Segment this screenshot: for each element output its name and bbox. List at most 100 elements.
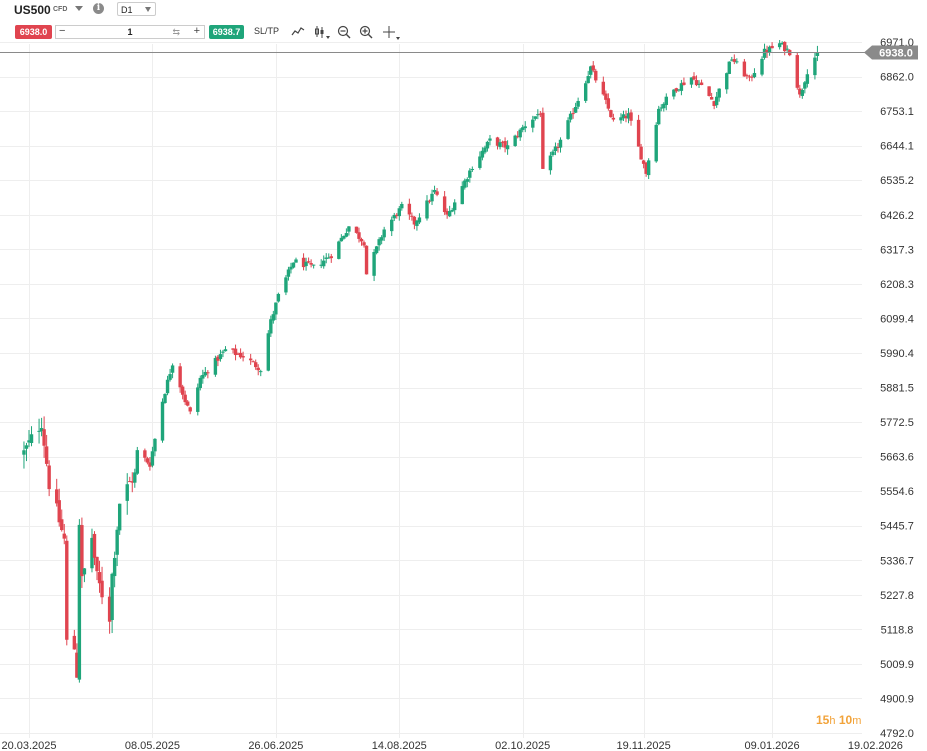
candle-up bbox=[573, 106, 578, 113]
candle-down bbox=[95, 556, 99, 572]
y-tick-label: 5336.7 bbox=[880, 555, 914, 567]
candle-up bbox=[425, 200, 429, 219]
candle-down bbox=[442, 196, 447, 213]
candle-down bbox=[765, 50, 769, 53]
timer-hours: 15 bbox=[816, 713, 830, 727]
candle-down bbox=[609, 110, 613, 118]
quantity-stepper[interactable]: − 1 ⇆ + bbox=[55, 25, 205, 39]
candle-up bbox=[311, 264, 316, 266]
candle-up bbox=[568, 113, 573, 120]
candle-down bbox=[188, 407, 192, 412]
timeframe-select[interactable]: D1 bbox=[117, 2, 156, 16]
timer-minutes: 10 bbox=[838, 713, 853, 727]
current-price-label: 6938.0 bbox=[879, 47, 913, 59]
candle-up bbox=[291, 262, 296, 268]
candle-up bbox=[22, 450, 26, 455]
candle-up bbox=[213, 358, 218, 375]
candle-up bbox=[485, 141, 490, 149]
candle-up bbox=[657, 108, 661, 125]
zoom-out-icon[interactable] bbox=[337, 25, 351, 42]
candle-up bbox=[82, 568, 87, 575]
candle-up bbox=[447, 211, 452, 217]
swap-icon[interactable]: ⇆ bbox=[172, 27, 180, 37]
symbol-dropdown-chevron-icon[interactable] bbox=[75, 6, 83, 11]
symbol-type-tag: CFD bbox=[53, 6, 68, 13]
candle-down bbox=[410, 215, 414, 217]
candle-up bbox=[322, 260, 326, 267]
candle-down bbox=[712, 101, 716, 106]
sell-price-button[interactable]: 6938.0 bbox=[15, 25, 52, 39]
symbol-name[interactable]: US500 bbox=[14, 3, 51, 17]
x-tick-label: 09.01.2026 bbox=[745, 740, 800, 751]
candle-down bbox=[309, 263, 313, 265]
zoom-in-icon[interactable] bbox=[359, 25, 373, 42]
candle-up bbox=[483, 147, 487, 153]
candle-up bbox=[589, 66, 593, 75]
candle-down bbox=[62, 533, 66, 539]
candle-down bbox=[636, 119, 641, 147]
candle-down bbox=[329, 256, 333, 259]
candle-up bbox=[536, 114, 540, 116]
increase-quantity-button[interactable]: + bbox=[193, 25, 200, 37]
candle-up bbox=[558, 139, 563, 148]
candle-down bbox=[65, 540, 69, 640]
candle-down bbox=[354, 226, 359, 233]
buy-price-button[interactable]: 6938.7 bbox=[209, 25, 244, 39]
candle-up bbox=[518, 129, 522, 138]
candle-up bbox=[342, 235, 346, 239]
candle-down bbox=[644, 162, 648, 174]
candle-down bbox=[782, 41, 787, 52]
candle-up bbox=[304, 261, 308, 267]
candle-up bbox=[548, 155, 553, 171]
candle-up bbox=[266, 333, 271, 371]
candle-up bbox=[551, 151, 555, 155]
y-tick-label: 6644.1 bbox=[880, 141, 914, 153]
candle-down bbox=[770, 45, 774, 49]
candlestick-icon[interactable] bbox=[314, 25, 330, 42]
x-tick-label: 26.06.2025 bbox=[248, 740, 303, 751]
line-chart-icon[interactable] bbox=[291, 25, 305, 40]
candle-down bbox=[128, 481, 132, 483]
candle-up bbox=[379, 237, 384, 241]
crosshair-icon[interactable] bbox=[382, 25, 400, 44]
candle-down bbox=[795, 55, 799, 88]
info-icon[interactable]: i bbox=[93, 3, 104, 14]
candle-up bbox=[417, 217, 422, 223]
candle-up bbox=[717, 88, 721, 98]
candle-up bbox=[133, 472, 137, 483]
decrease-quantity-button[interactable]: − bbox=[59, 25, 66, 37]
x-tick-label: 19.02.2026 bbox=[848, 740, 903, 751]
candle-down bbox=[412, 216, 417, 225]
current-price-tag bbox=[864, 45, 918, 60]
candle-down bbox=[674, 88, 679, 92]
candle-up bbox=[664, 96, 668, 106]
candle-down bbox=[742, 61, 747, 77]
y-tick-label: 5009.9 bbox=[880, 659, 914, 671]
trade-toolbar: 6938.0 − 1 ⇆ + 6938.7 SL/TP bbox=[0, 23, 927, 41]
candle-up bbox=[289, 266, 293, 270]
candle-up bbox=[453, 202, 457, 211]
candle-down bbox=[241, 356, 245, 358]
candle-up bbox=[382, 229, 386, 238]
candle-down bbox=[216, 356, 220, 361]
candle-up bbox=[531, 119, 535, 128]
candle-down bbox=[694, 80, 699, 86]
candle-down bbox=[500, 141, 505, 143]
candle-up bbox=[110, 573, 114, 621]
candle-down bbox=[178, 366, 182, 388]
candle-down bbox=[407, 203, 412, 215]
candle-down bbox=[571, 113, 575, 115]
candle-down bbox=[699, 82, 704, 86]
x-tick-label: 20.03.2025 bbox=[1, 740, 56, 751]
candle-up bbox=[24, 445, 29, 449]
x-tick-label: 02.10.2025 bbox=[495, 740, 550, 751]
sltp-button[interactable]: SL/TP bbox=[254, 26, 280, 36]
candle-down bbox=[538, 113, 543, 115]
candle-down bbox=[359, 238, 364, 242]
quantity-input[interactable]: 1 bbox=[127, 27, 133, 37]
candle-down bbox=[143, 450, 147, 458]
candle-up bbox=[646, 160, 651, 176]
candle-down bbox=[148, 462, 152, 467]
candle-up bbox=[727, 61, 731, 74]
